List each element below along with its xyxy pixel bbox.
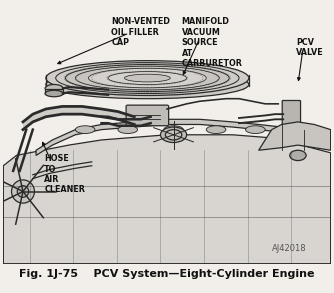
FancyBboxPatch shape — [282, 100, 301, 125]
Polygon shape — [23, 106, 134, 130]
Polygon shape — [36, 119, 314, 155]
Ellipse shape — [46, 61, 249, 96]
Text: Fig. 1J-75    PCV System—Eight-Cylinder Engine: Fig. 1J-75 PCV System—Eight-Cylinder Eng… — [19, 269, 315, 279]
Ellipse shape — [17, 186, 29, 197]
Text: NON-VENTED
OIL FILLER
CAP: NON-VENTED OIL FILLER CAP — [111, 18, 170, 47]
Ellipse shape — [290, 150, 306, 161]
Bar — [45, 89, 63, 93]
Ellipse shape — [245, 126, 265, 134]
Ellipse shape — [118, 126, 138, 134]
Ellipse shape — [206, 126, 226, 134]
Ellipse shape — [45, 84, 63, 92]
Text: PCV
VALVE: PCV VALVE — [296, 38, 324, 57]
Ellipse shape — [46, 70, 249, 99]
Ellipse shape — [89, 68, 206, 88]
Ellipse shape — [11, 180, 34, 203]
Polygon shape — [259, 122, 331, 150]
Text: AJ42018: AJ42018 — [272, 244, 306, 253]
Ellipse shape — [125, 74, 170, 82]
Text: MANIFOLD
VACUUM
SOURCE
AT
CARBURETOR: MANIFOLD VACUUM SOURCE AT CARBURETOR — [182, 18, 242, 68]
Ellipse shape — [164, 126, 183, 134]
Ellipse shape — [75, 126, 95, 134]
Ellipse shape — [160, 127, 187, 142]
Text: HOSE
TO
AIR
CLEANER: HOSE TO AIR CLEANER — [44, 154, 85, 194]
FancyBboxPatch shape — [126, 105, 169, 126]
Ellipse shape — [65, 64, 229, 92]
Ellipse shape — [45, 90, 63, 97]
Ellipse shape — [165, 130, 182, 140]
Polygon shape — [3, 135, 331, 264]
